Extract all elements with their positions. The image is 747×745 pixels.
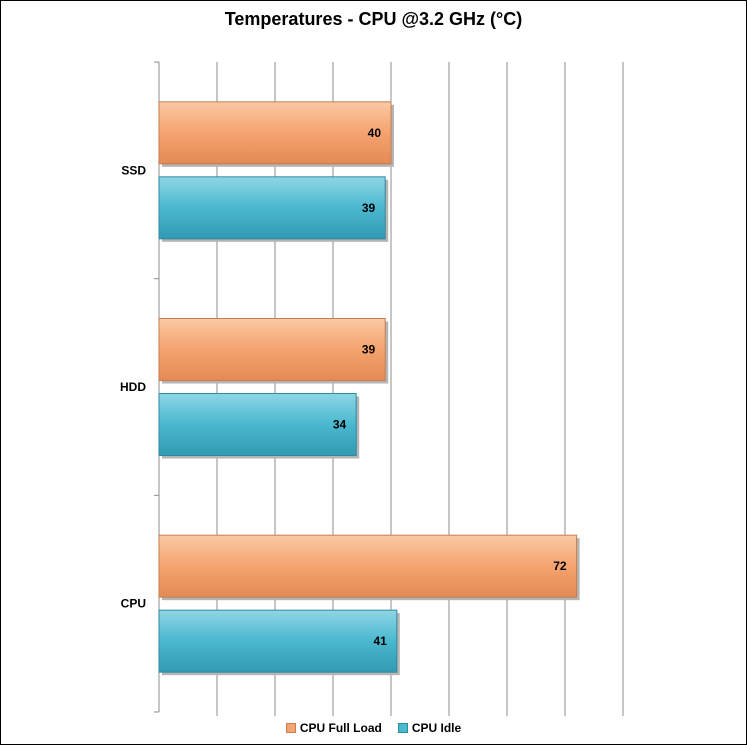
bar <box>158 176 386 240</box>
legend-item-full-load: CPU Full Load <box>285 721 382 735</box>
labels: CPU 72 41 HDD 39 34 SSD 40 39 <box>120 126 567 648</box>
legend-swatch-idle <box>397 723 408 733</box>
bar <box>158 534 578 598</box>
bar <box>158 101 392 165</box>
bar <box>158 393 357 456</box>
data-label: 41 <box>373 634 387 648</box>
chart-title: Temperatures - CPU @3.2 GHz (°C) <box>224 9 523 29</box>
legend-item-idle: CPU Idle <box>397 721 462 735</box>
legend-label-idle: CPU Idle <box>411 721 462 735</box>
data-label: 34 <box>333 418 347 432</box>
bars <box>158 101 580 676</box>
legend-label-full-load: CPU Full Load <box>299 721 382 735</box>
legend-swatch-full-load <box>285 723 296 733</box>
data-label: 39 <box>362 343 376 357</box>
bar <box>158 609 398 673</box>
legend: CPU Full Load CPU Idle <box>1 721 746 735</box>
data-label: 72 <box>553 559 567 573</box>
data-label: 40 <box>368 126 382 140</box>
data-label: 39 <box>362 201 376 215</box>
category-label: CPU <box>121 597 146 611</box>
category-label: SSD <box>121 163 146 177</box>
bar <box>158 318 386 381</box>
y-axis <box>154 61 160 713</box>
category-label: HDD <box>120 380 146 394</box>
grid-lines <box>216 62 624 716</box>
